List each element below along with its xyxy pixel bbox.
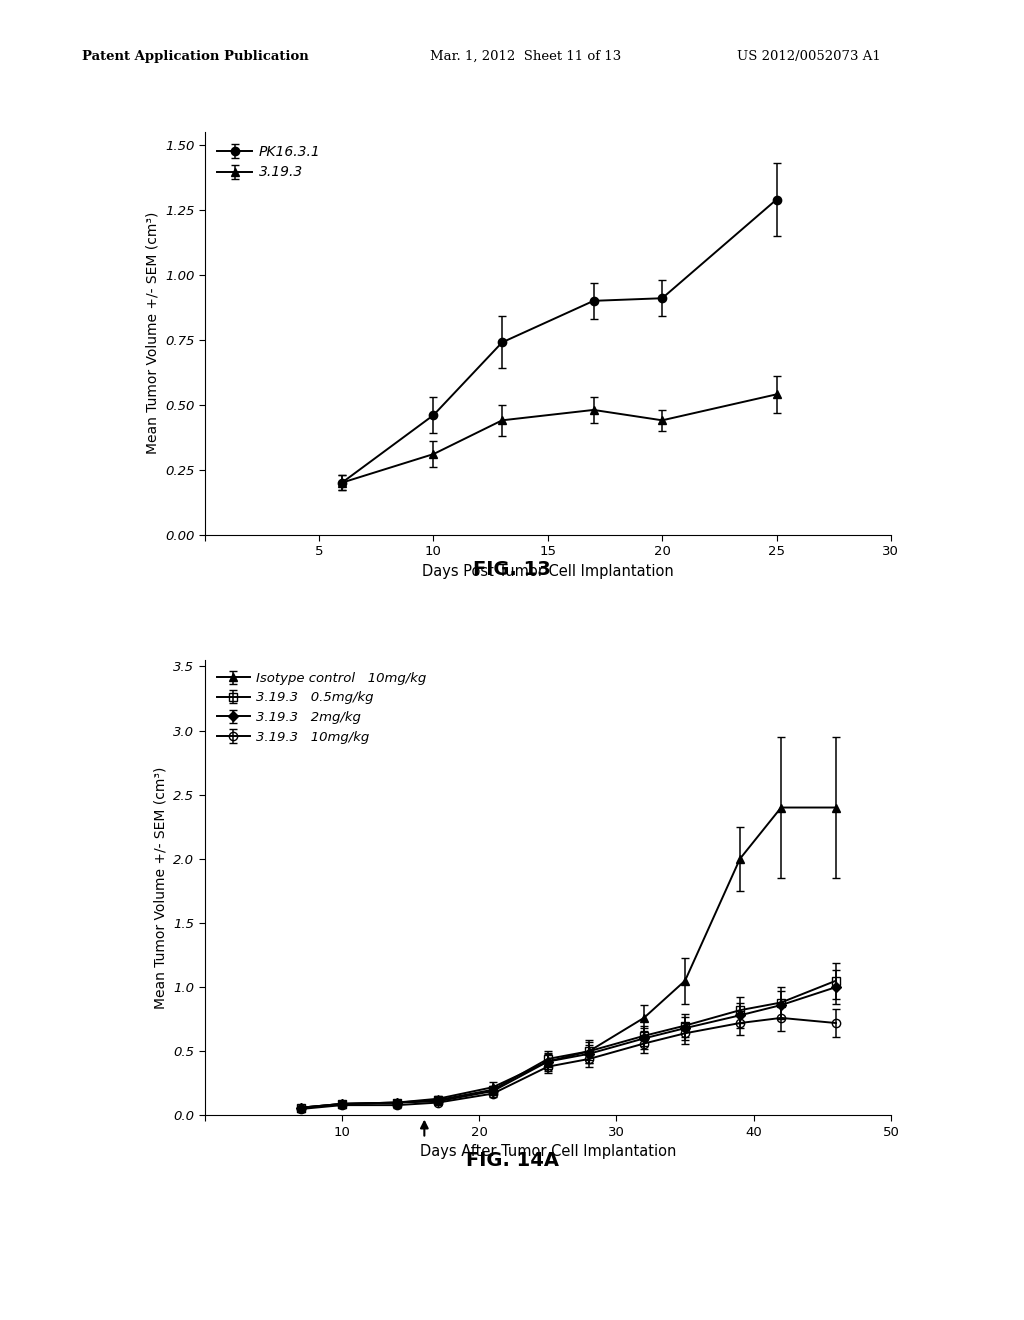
Text: FIG. 13: FIG. 13 — [473, 560, 551, 578]
Text: US 2012/0052073 A1: US 2012/0052073 A1 — [737, 50, 881, 63]
Text: Mar. 1, 2012  Sheet 11 of 13: Mar. 1, 2012 Sheet 11 of 13 — [430, 50, 622, 63]
Y-axis label: Mean Tumor Volume +/- SEM (cm³): Mean Tumor Volume +/- SEM (cm³) — [154, 767, 168, 1008]
Text: Patent Application Publication: Patent Application Publication — [82, 50, 308, 63]
Text: FIG. 14A: FIG. 14A — [466, 1151, 558, 1170]
Y-axis label: Mean Tumor Volume +/- SEM (cm³): Mean Tumor Volume +/- SEM (cm³) — [145, 213, 160, 454]
X-axis label: Days Post Tumor Cell Implantation: Days Post Tumor Cell Implantation — [422, 564, 674, 578]
X-axis label: Days After Tumor Cell Implantation: Days After Tumor Cell Implantation — [420, 1144, 676, 1159]
Legend: PK16.3.1, 3.19.3: PK16.3.1, 3.19.3 — [212, 139, 327, 185]
Legend: Isotype control   10mg/kg, 3.19.3   0.5mg/kg, 3.19.3   2mg/kg, 3.19.3   10mg/kg: Isotype control 10mg/kg, 3.19.3 0.5mg/kg… — [211, 667, 432, 748]
